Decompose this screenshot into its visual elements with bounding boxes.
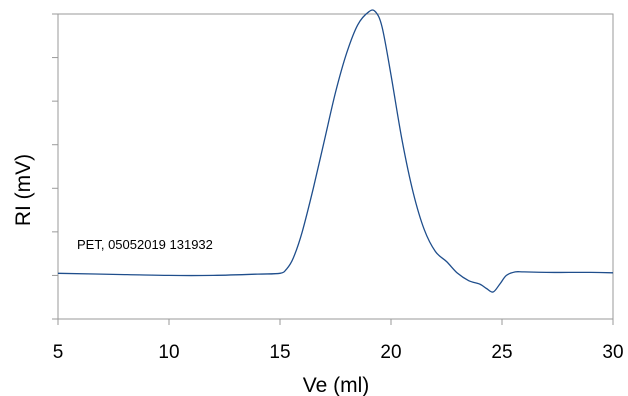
ri-signal-line	[57, 9, 614, 293]
y-axis-ticks	[52, 13, 58, 320]
x-axis-ticks	[57, 319, 614, 325]
x-axis-tick-labels: 5 10 15 20 25 30	[53, 342, 624, 363]
sample-annotation: PET, 05052019 131932	[77, 237, 213, 252]
plot-frame	[57, 13, 614, 320]
x-tick-label: 20	[380, 342, 401, 363]
x-tick-label: 25	[491, 342, 512, 363]
x-tick-label: 30	[602, 342, 623, 363]
y-axis-title: RI (mV)	[12, 154, 35, 226]
x-tick-label: 10	[158, 342, 179, 363]
x-axis-title: Ve (ml)	[303, 374, 370, 396]
x-tick-label: 5	[53, 342, 64, 363]
x-tick-label: 15	[269, 342, 290, 363]
